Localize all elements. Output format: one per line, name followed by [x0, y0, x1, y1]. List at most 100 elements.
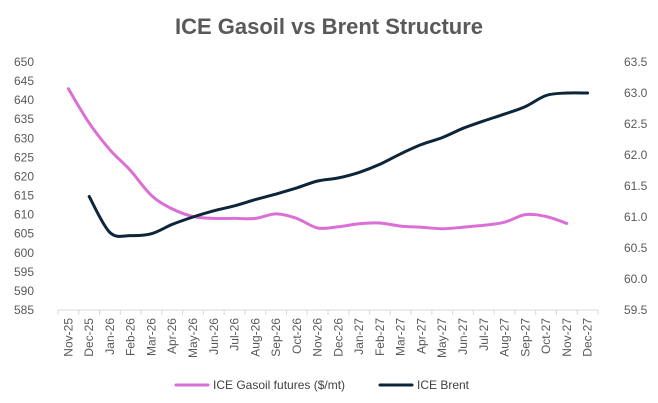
x-axis-tick: Aug-27	[498, 318, 512, 357]
series-point	[399, 152, 402, 155]
x-axis-tick: Jun-27	[456, 318, 470, 355]
right-axis-tick: 60.0	[624, 272, 648, 286]
x-axis-tick: Sep-26	[269, 318, 283, 357]
series-point	[586, 92, 589, 95]
series-point	[129, 169, 132, 172]
series-point	[482, 119, 485, 122]
series-point	[441, 227, 444, 230]
left-axis-tick: 645	[14, 74, 34, 88]
series-point	[108, 231, 111, 234]
series-point	[462, 226, 465, 229]
x-axis-tick: Dec-27	[581, 318, 595, 357]
x-axis-tick: Apr-26	[165, 318, 179, 354]
x-axis-tick: Jul-26	[228, 318, 242, 351]
left-axis-tick: 615	[14, 189, 34, 203]
x-axis-tick: Feb-26	[124, 318, 138, 356]
left-axis-tick: 650	[14, 55, 34, 69]
series-point	[150, 194, 153, 197]
series-point	[88, 195, 91, 198]
chart-title: ICE Gasoil vs Brent Structure	[175, 14, 483, 39]
series-point	[212, 209, 215, 212]
x-axis-tick: Dec-26	[331, 318, 345, 357]
series-point	[316, 180, 319, 183]
series-point	[233, 204, 236, 207]
series-point	[171, 207, 174, 210]
series-point	[192, 216, 195, 219]
series-point	[254, 217, 257, 220]
right-axis-tick: 62.0	[624, 148, 648, 162]
x-axis-tick: May-26	[186, 318, 200, 358]
series-point	[67, 87, 70, 90]
series-point	[441, 136, 444, 139]
legend-label: ICE Brent	[417, 378, 470, 392]
series-point	[108, 148, 111, 151]
left-axis-tick: 600	[14, 246, 34, 260]
right-axis-tick: 61.0	[624, 210, 648, 224]
plot-area	[66, 87, 590, 238]
series-point	[316, 226, 319, 229]
x-axis-tick: Jan-27	[352, 318, 366, 355]
series-point	[275, 193, 278, 196]
series-point	[275, 212, 278, 215]
series-point	[420, 226, 423, 229]
series-point	[88, 122, 91, 125]
series-point	[171, 223, 174, 226]
left-axis-tick: 585	[14, 303, 34, 317]
x-axis-tick: Jul-27	[477, 318, 491, 351]
series-point	[399, 225, 402, 228]
left-axis-tick: 590	[14, 284, 34, 298]
right-axis-tick: 62.5	[624, 117, 648, 131]
series-point	[378, 163, 381, 166]
right-axis-tick: 59.5	[624, 303, 648, 317]
x-axis-tick: Nov-27	[560, 318, 574, 357]
series-point	[420, 143, 423, 146]
series-line-gasoil	[66, 87, 569, 231]
x-axis-tick: Dec-25	[82, 318, 96, 357]
left-axis-tick: 595	[14, 265, 34, 279]
series-point	[254, 198, 257, 201]
series-point	[295, 186, 298, 189]
x-axis: Nov-25 Dec-25 Jan-26 Feb-26 Mar-26 Apr-26 May-…	[57, 309, 599, 358]
x-axis-tick: Jun-26	[207, 318, 221, 355]
x-axis-tick: Apr-27	[414, 318, 428, 354]
series-point	[524, 105, 527, 108]
series-point	[545, 94, 548, 97]
series-point	[503, 221, 506, 224]
x-axis-tick: Nov-25	[61, 318, 75, 357]
series-point	[358, 171, 361, 174]
series-point	[524, 213, 527, 216]
x-axis-tick: Oct-27	[539, 318, 553, 354]
series-point	[565, 222, 568, 225]
series-point	[212, 217, 215, 220]
series-point	[482, 224, 485, 227]
x-axis-tick: Mar-27	[394, 318, 408, 356]
series-point	[503, 113, 506, 116]
series-point	[150, 232, 153, 235]
series-point	[565, 92, 568, 95]
x-axis-tick: Jan-26	[103, 318, 117, 355]
left-axis-tick: 620	[14, 169, 34, 183]
series-point	[378, 222, 381, 225]
x-axis-tick: Feb-27	[373, 318, 387, 356]
left-axis-tick: 610	[14, 208, 34, 222]
left-axis-tick: 625	[14, 150, 34, 164]
series-point	[295, 217, 298, 220]
left-axis-tick: 630	[14, 131, 34, 145]
right-axis-tick: 63.5	[624, 55, 648, 69]
series-point	[545, 215, 548, 218]
series-point	[129, 234, 132, 237]
left-axis: 585 590 595 600 605 610 615 620 625 630 635 640 645 6…	[14, 55, 34, 317]
right-axis: 59.5 60.0 60.5 61.0 61.5 62.0 62.5 63.0 63.5	[624, 55, 648, 317]
x-axis-tick: Nov-26	[311, 318, 325, 357]
legend-label: ICE Gasoil futures ($/mt)	[213, 378, 345, 392]
left-axis-tick: 635	[14, 112, 34, 126]
x-axis-tick: Sep-27	[518, 318, 532, 357]
series-point	[337, 225, 340, 228]
series-point	[462, 127, 465, 130]
x-axis-tick: Mar-26	[144, 318, 158, 356]
left-axis-tick: 640	[14, 93, 34, 107]
series-point	[233, 217, 236, 220]
series-line-brent	[87, 91, 590, 238]
legend: ICE Gasoil futures ($/mt) ICE Brent	[174, 378, 470, 392]
